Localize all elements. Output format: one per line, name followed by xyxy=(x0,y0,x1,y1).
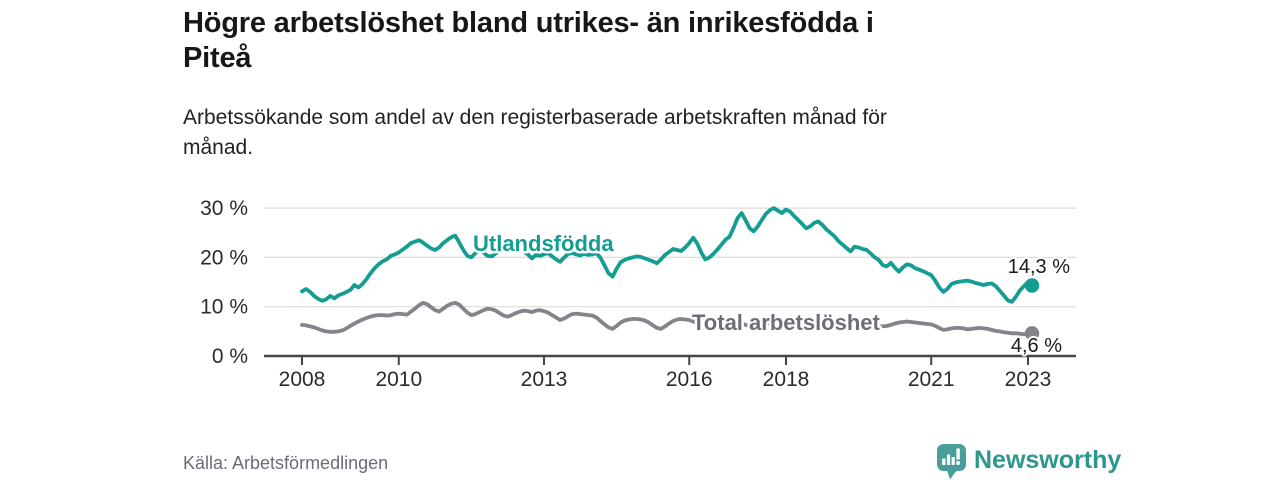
y-axis-label: 30 % xyxy=(200,197,248,220)
x-axis-label: 2023 xyxy=(1005,368,1052,391)
newsworthy-wordmark: Newsworthy xyxy=(974,446,1122,474)
newsworthy-logo xyxy=(936,443,968,480)
y-axis-label: 20 % xyxy=(200,246,248,269)
y-axis-label: 0 % xyxy=(212,345,248,368)
series-label-total: Total arbetslöshet xyxy=(692,310,881,335)
x-axis-label: 2016 xyxy=(666,368,713,391)
chart-subtitle: Arbetssökande som andel av den registerb… xyxy=(183,103,1083,163)
chart-title: Högre arbetslöshet bland utrikes- än inr… xyxy=(183,6,1103,76)
series-line-total xyxy=(300,300,1034,337)
newsworthy-bubble-chart-icon xyxy=(937,444,966,480)
end-value-label-utlandsfodda: 14,3 % xyxy=(1008,256,1070,278)
x-axis-label: 2018 xyxy=(763,368,810,391)
series-end-dot-utlandsfodda xyxy=(1024,278,1040,293)
x-axis-label: 2013 xyxy=(521,368,568,391)
chart-title-line2: Piteå xyxy=(183,42,252,74)
series-line-utlandsfodda xyxy=(300,206,1034,304)
chart-subtitle-line2: månad. xyxy=(183,136,254,159)
series-end-dot-total xyxy=(1024,326,1040,341)
x-axis-label: 2021 xyxy=(908,368,955,391)
x-axis-label: 2008 xyxy=(279,368,326,391)
end-value-label-total: 4,6 % xyxy=(1011,335,1062,357)
chart-title-line1: Högre arbetslöshet bland utrikes- än inr… xyxy=(183,7,874,39)
source-note: Källa: Arbetsförmedlingen xyxy=(183,453,389,473)
chart-subtitle-line1: Arbetssökande som andel av den registerb… xyxy=(183,106,887,129)
x-axis-label: 2010 xyxy=(375,368,422,391)
series-label-utlandsfodda: Utlandsfödda xyxy=(473,231,614,256)
y-axis-label: 10 % xyxy=(200,296,248,319)
